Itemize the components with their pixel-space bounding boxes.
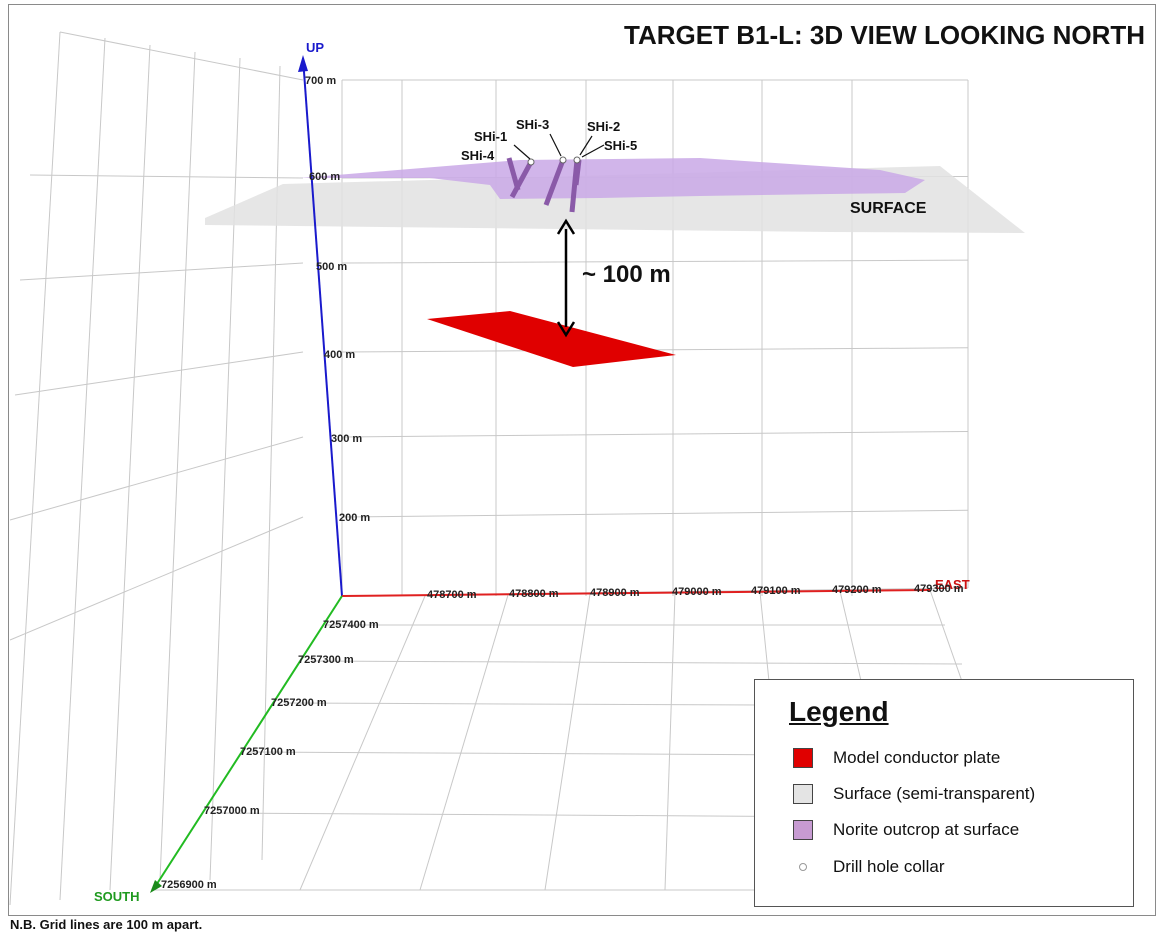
- legend-title: Legend: [789, 696, 889, 727]
- east-axis-label: EAST: [935, 577, 970, 592]
- leader-shi-1: [513, 144, 531, 160]
- north-tick-label: 7257300 m: [298, 654, 354, 666]
- norite-outcrop: [300, 158, 925, 199]
- up-tick-label: 700 m: [305, 75, 336, 87]
- label-shi-2: SHi-2: [587, 119, 620, 134]
- leader-shi-2: [579, 135, 593, 156]
- legend-item-label: Norite outcrop at surface: [833, 820, 1020, 839]
- depth-arrow: [556, 218, 576, 338]
- north-tick-label: 7256900 m: [161, 879, 217, 891]
- axis-tick-labels: 200 m 300 m 400 m 500 m 600 m 700 m 478700 m 47…: [161, 75, 964, 891]
- grid-line: [299, 595, 426, 891]
- up-axis-label: UP: [306, 40, 324, 55]
- up-axis: [302, 57, 343, 597]
- surface-swatch: [793, 784, 813, 804]
- grid-line: [109, 44, 151, 891]
- north-tick-label: 7257400 m: [323, 619, 379, 631]
- figure-title: TARGET B1-L: 3D VIEW LOOKING NORTH: [624, 20, 1145, 50]
- legend-item-collar: Drill hole collar: [793, 856, 944, 878]
- legend-item-norite: Norite outcrop at surface: [793, 819, 1019, 841]
- label-shi-5: SHi-5: [604, 138, 637, 153]
- south-axis-label: SOUTH: [94, 889, 140, 904]
- up-tick-label: 300 m: [331, 433, 362, 445]
- grid-line: [159, 51, 196, 881]
- north-tick-label: 7257100 m: [240, 746, 296, 758]
- legend: Legend Model conductor plate Surface (se…: [754, 679, 1134, 907]
- norite-swatch: [793, 820, 813, 840]
- east-tick-label: 478700 m: [427, 589, 477, 601]
- legend-item-plate: Model conductor plate: [793, 747, 1000, 769]
- east-tick-label: 479100 m: [751, 585, 801, 597]
- grid-line: [9, 31, 61, 906]
- legend-item-surface: Surface (semi-transparent): [793, 783, 1035, 805]
- conductor-plate: [427, 311, 676, 367]
- grid-line: [29, 174, 304, 179]
- label-shi-3: SHi-3: [516, 117, 549, 132]
- grid-line: [209, 57, 241, 881]
- up-arrow-head: [298, 55, 308, 72]
- up-tick-label: 400 m: [324, 349, 355, 361]
- grid-line: [9, 436, 304, 521]
- surface-label: SURFACE: [850, 200, 927, 217]
- north-tick-label: 7257200 m: [271, 697, 327, 709]
- up-tick-label: 500 m: [316, 261, 347, 273]
- legend-item-label: Drill hole collar: [833, 857, 945, 876]
- grid-line: [261, 65, 281, 861]
- drill-hole-shi-3: [543, 159, 566, 206]
- grid-line: [419, 594, 509, 891]
- leader-shi-3: [549, 133, 562, 157]
- drill-holes: [506, 156, 582, 213]
- legend-item-label: Model conductor plate: [833, 748, 1001, 767]
- grid-line: [341, 259, 969, 264]
- east-axis: [341, 589, 931, 597]
- grid-line: [19, 262, 304, 281]
- grid-line: [59, 37, 106, 901]
- drill-collar: [559, 156, 567, 164]
- east-tick-label: 479000 m: [672, 586, 722, 598]
- grid-line: [664, 592, 676, 891]
- east-tick-label: 478800 m: [509, 588, 559, 600]
- grid-note: N.B. Grid lines are 100 m apart.: [10, 917, 203, 932]
- plate-swatch: [793, 748, 813, 768]
- drill-collar: [573, 156, 581, 164]
- up-tick-label: 600 m: [309, 171, 340, 183]
- east-tick-label: 479200 m: [832, 584, 882, 596]
- south-arrow-head: [150, 880, 162, 893]
- grid-line: [14, 351, 304, 396]
- up-tick-label: 200 m: [339, 512, 370, 524]
- leader-shi-5: [581, 144, 605, 158]
- figure-frame: [8, 4, 1156, 916]
- drill-hole-labels: SHi-1 SHi-3 SHi-2 SHi-5 SHi-4: [461, 117, 637, 163]
- drill-collar: [527, 158, 535, 166]
- grid-line: [341, 509, 969, 518]
- depth-label: ~ 100 m: [582, 261, 671, 288]
- label-shi-1: SHi-1: [474, 129, 507, 144]
- drill-hole-shi-5: [573, 159, 582, 186]
- label-shi-4: SHi-4: [461, 148, 495, 163]
- grid-line: [544, 593, 591, 891]
- south-axis: [152, 595, 343, 891]
- east-tick-label: 478900 m: [590, 587, 640, 599]
- grid-line: [341, 430, 969, 438]
- grid-line: [311, 660, 963, 665]
- collar-swatch: [793, 857, 813, 877]
- east-tick-label: 479300 m: [914, 583, 964, 595]
- drill-hole-shi-1: [509, 160, 534, 199]
- grid-line: [9, 516, 304, 641]
- grid-line: [59, 31, 304, 81]
- north-tick-label: 7257000 m: [204, 805, 260, 817]
- legend-item-label: Surface (semi-transparent): [833, 784, 1036, 803]
